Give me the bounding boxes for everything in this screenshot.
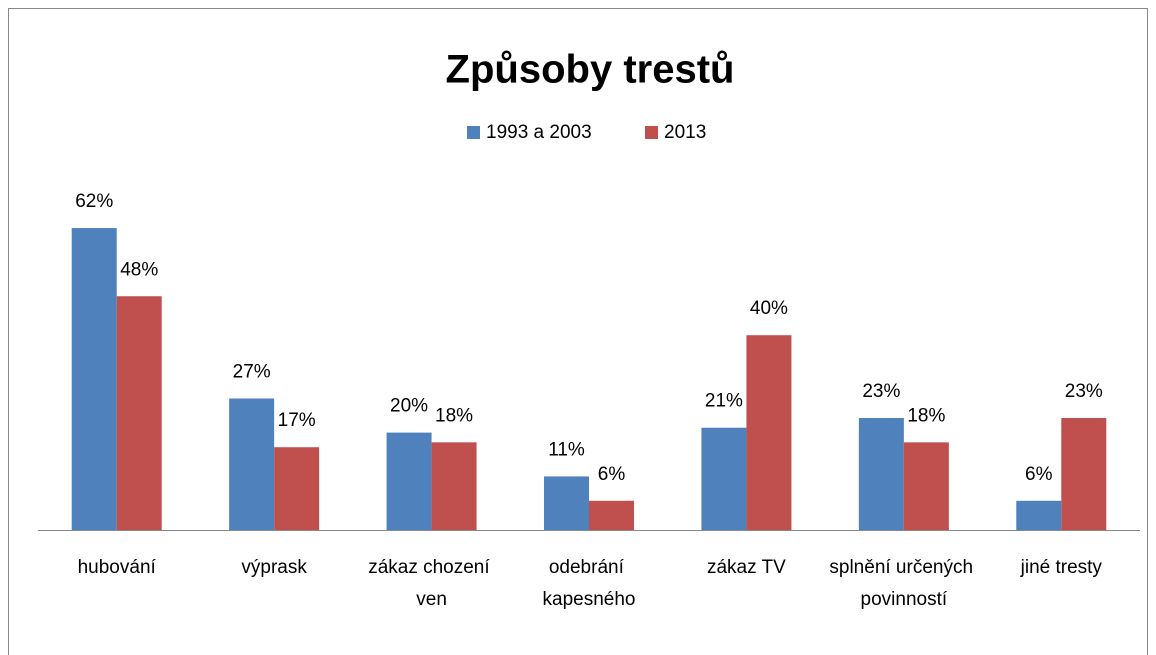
bar (589, 500, 634, 530)
data-label: 21% (705, 391, 743, 412)
data-label: 20% (390, 396, 428, 417)
bar (71, 228, 117, 530)
data-label: 40% (750, 298, 788, 319)
x-tick-label: zákaz TV (707, 557, 786, 578)
bar (1016, 500, 1062, 530)
bar (1061, 417, 1107, 530)
legend-swatch (467, 126, 480, 139)
bar (701, 427, 747, 530)
bar (858, 417, 904, 530)
data-label: 17% (278, 410, 316, 431)
bar (116, 296, 162, 530)
data-label: 6% (598, 464, 626, 485)
data-label: 18% (907, 405, 945, 426)
data-label: 11% (548, 439, 585, 460)
data-label: 23% (1065, 381, 1103, 402)
x-tick-label: výprask (241, 557, 307, 578)
bar (274, 447, 320, 530)
data-label: 18% (435, 405, 473, 426)
bar (386, 432, 432, 530)
bar (544, 476, 589, 530)
data-label: 6% (1025, 464, 1053, 485)
x-tick-label: jiné tresty (1020, 557, 1103, 578)
chart-title: Způsoby trestů (446, 48, 735, 92)
data-label: 48% (120, 259, 158, 280)
legend-swatch (645, 126, 658, 139)
bar (746, 335, 792, 530)
x-tick-label: odebrání kapesného (543, 557, 636, 610)
x-tick-label: hubování (78, 557, 157, 578)
data-label: 27% (233, 362, 271, 383)
data-label: 62% (75, 191, 113, 212)
x-tick-label: splnění určených povinností (829, 557, 978, 610)
legend-label: 2013 (664, 122, 706, 143)
data-label: 23% (862, 381, 900, 402)
bar (229, 398, 275, 530)
bar (431, 442, 477, 530)
legend-label: 1993 a 2003 (486, 122, 592, 143)
bar (903, 442, 949, 530)
chart-border (8, 8, 1148, 655)
x-tick-label: zákaz chození ven (368, 557, 495, 610)
